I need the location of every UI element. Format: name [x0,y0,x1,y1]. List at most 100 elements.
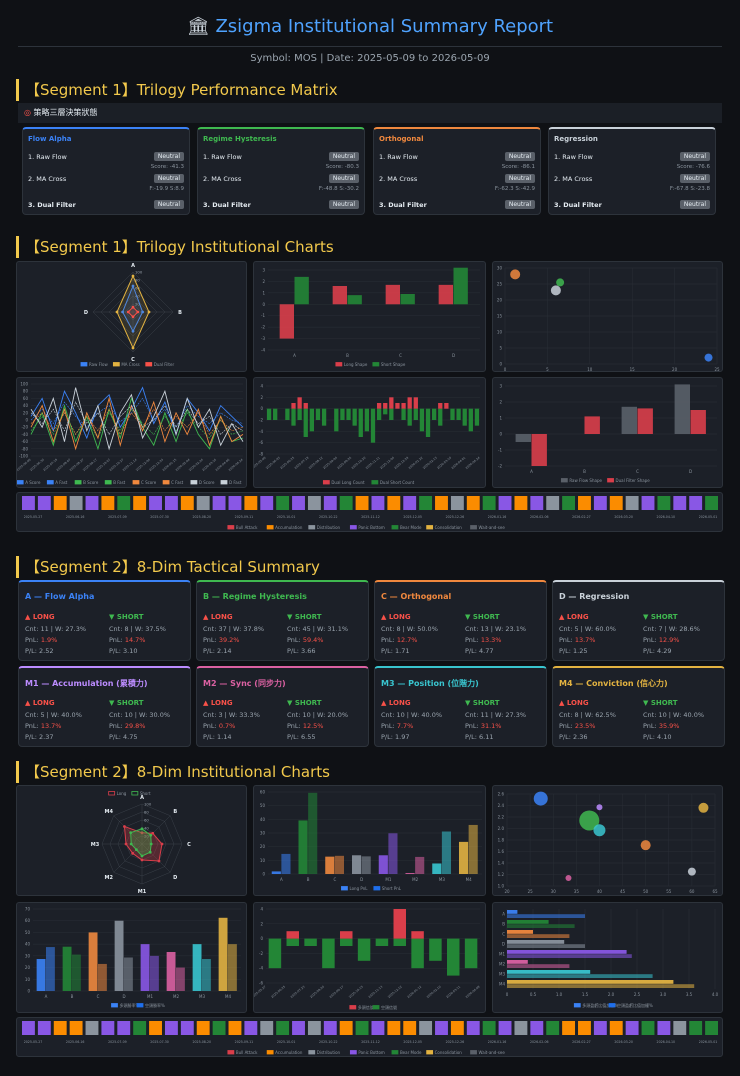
y-tick-label: -4 [261,348,265,353]
regime-cell [641,496,655,510]
radar-point [129,842,133,846]
y-tick-label: M2 [499,962,505,967]
y-tick-label: -1 [498,448,502,453]
legend-swatch [426,525,434,530]
y-tick-label: -40 [21,432,28,437]
bar [357,938,371,961]
y-tick-label: -4 [259,966,263,971]
legend-swatch [131,791,139,796]
report-title: 🏛 Zsigma Institutional Summary Report [0,16,740,37]
chart-panel-s2-net: 4 2 0 -2 -4 -6 2025-05-27 2025-06-25 2025-07-23 2… [253,902,486,1013]
row-label: 1. Raw Flow [379,153,418,161]
y-tick-label: 1 [262,290,265,295]
long-pl: P/L: 2.37 [25,733,54,741]
y-tick-label: 80 [23,389,29,394]
x-tick-label: 2025-07-30 [150,515,169,519]
header-divider [18,46,722,47]
x-tick-label: M3 [439,877,445,882]
bar [411,938,424,969]
y-tick-label: 30 [497,266,503,271]
pnl-value: 29.8% [124,722,146,730]
regime-cell [117,1021,131,1035]
short-pl: P/L: 6.11 [465,733,494,741]
long-pnl: PnL: 39.2% [203,636,239,644]
x-tick-label: D [689,469,692,474]
radar-point [131,329,135,333]
bar [364,408,370,432]
legend-swatch [227,525,235,530]
x-tick-label: 2025-05-27 [24,1040,43,1044]
legend-label: MA Cross [121,362,139,367]
scatter-point [533,791,548,806]
x-tick-label: 2025-06-16 [66,1040,85,1044]
y-tick-label: -2 [259,418,263,423]
x-tick-label: 2026-02-13 [422,456,438,470]
regime-cell [149,496,162,510]
score-text: Score: -86.1 [501,164,535,170]
regime-cell [22,496,35,510]
x-tick-label: 2025-05-27 [254,985,267,999]
regime-cell [387,1021,401,1035]
x-tick-label: 2026-04-01 [450,456,466,470]
short-label: ▼ SHORT [287,613,322,621]
x-tick-label: 25 [528,889,534,894]
x-tick-label: A [45,994,48,999]
regime-cell [435,496,448,510]
chart-panel-s1-count: 4 2 0 -2 -4 -6 -8 2025-05-09 2025-06-03 2025-06-2… [253,377,486,488]
bar [218,917,228,991]
status-badge: Neutral [153,152,184,161]
regime-cell [307,496,321,510]
bar [340,931,353,939]
regime-cell [641,1021,655,1035]
x-tick-label: C [399,353,402,358]
chart-panel-s2-scatter: 2.6 2.4 2.2 2.0 1.8 1.6 1.4 1.2 1.0 20 25 30 35 40 45 5… [492,785,723,896]
x-tick-label: 2025-11-11 [365,456,381,470]
regime-cell [85,1021,99,1035]
bar [507,960,528,964]
pnl-value: 59.4% [302,636,324,644]
regime-cell [212,496,226,510]
bar [268,938,282,969]
x-tick-label: 35 [574,889,580,894]
long-count: Cnt: 5 | W: 40.0% [25,711,82,719]
short-pnl: PnL: 59.4% [287,636,323,644]
line-series [30,401,244,436]
bar [389,408,394,420]
short-count: Cnt: 11 | W: 27.3% [465,711,527,719]
legend-label: Bull Attack [236,525,258,530]
y-tick-label: 2.4 [498,803,505,808]
y-tick-label: 60 [23,396,29,401]
bar [507,944,585,948]
regime-cell [466,496,480,510]
legend-label: Raw Flow Shape [569,478,602,483]
y-tick-label: 3 [262,268,265,273]
bar [72,954,81,991]
regime-cell [546,1021,560,1035]
radar-spoke [141,815,171,845]
y-tick-label: 20 [23,410,29,415]
pnl-label: PnL: [381,636,397,644]
score-text: Score: -41.3 [150,164,184,170]
radar-axis-label: B [178,310,182,316]
bar [291,403,296,409]
short-label: ▼ SHORT [109,613,144,621]
x-tick-label: 2026-02-27 [572,515,591,519]
legend-swatch [349,1005,357,1010]
bar [515,434,531,442]
regime-cell [37,496,51,510]
short-label: ▼ SHORT [643,699,678,707]
long-pl: P/L: 1.14 [203,733,232,741]
status-badge: Neutral [679,174,710,183]
legend-label: Bear Mode [400,1050,422,1055]
short-count: Cnt: 10 | W: 20.0% [287,711,349,719]
bar [507,964,570,968]
bar [507,984,695,988]
x-tick-label: D [122,994,125,999]
chart-panel-s1-radar: 20 40 60 80 100 A B C D Raw Flow MA Cross Dual Filt… [16,261,247,372]
x-tick-label: 2025-05-27 [24,515,43,519]
bar [401,408,406,420]
line-series [30,396,244,451]
pnl-label: PnL: [559,636,575,644]
bar [444,403,449,409]
legend-swatch [227,1050,235,1055]
